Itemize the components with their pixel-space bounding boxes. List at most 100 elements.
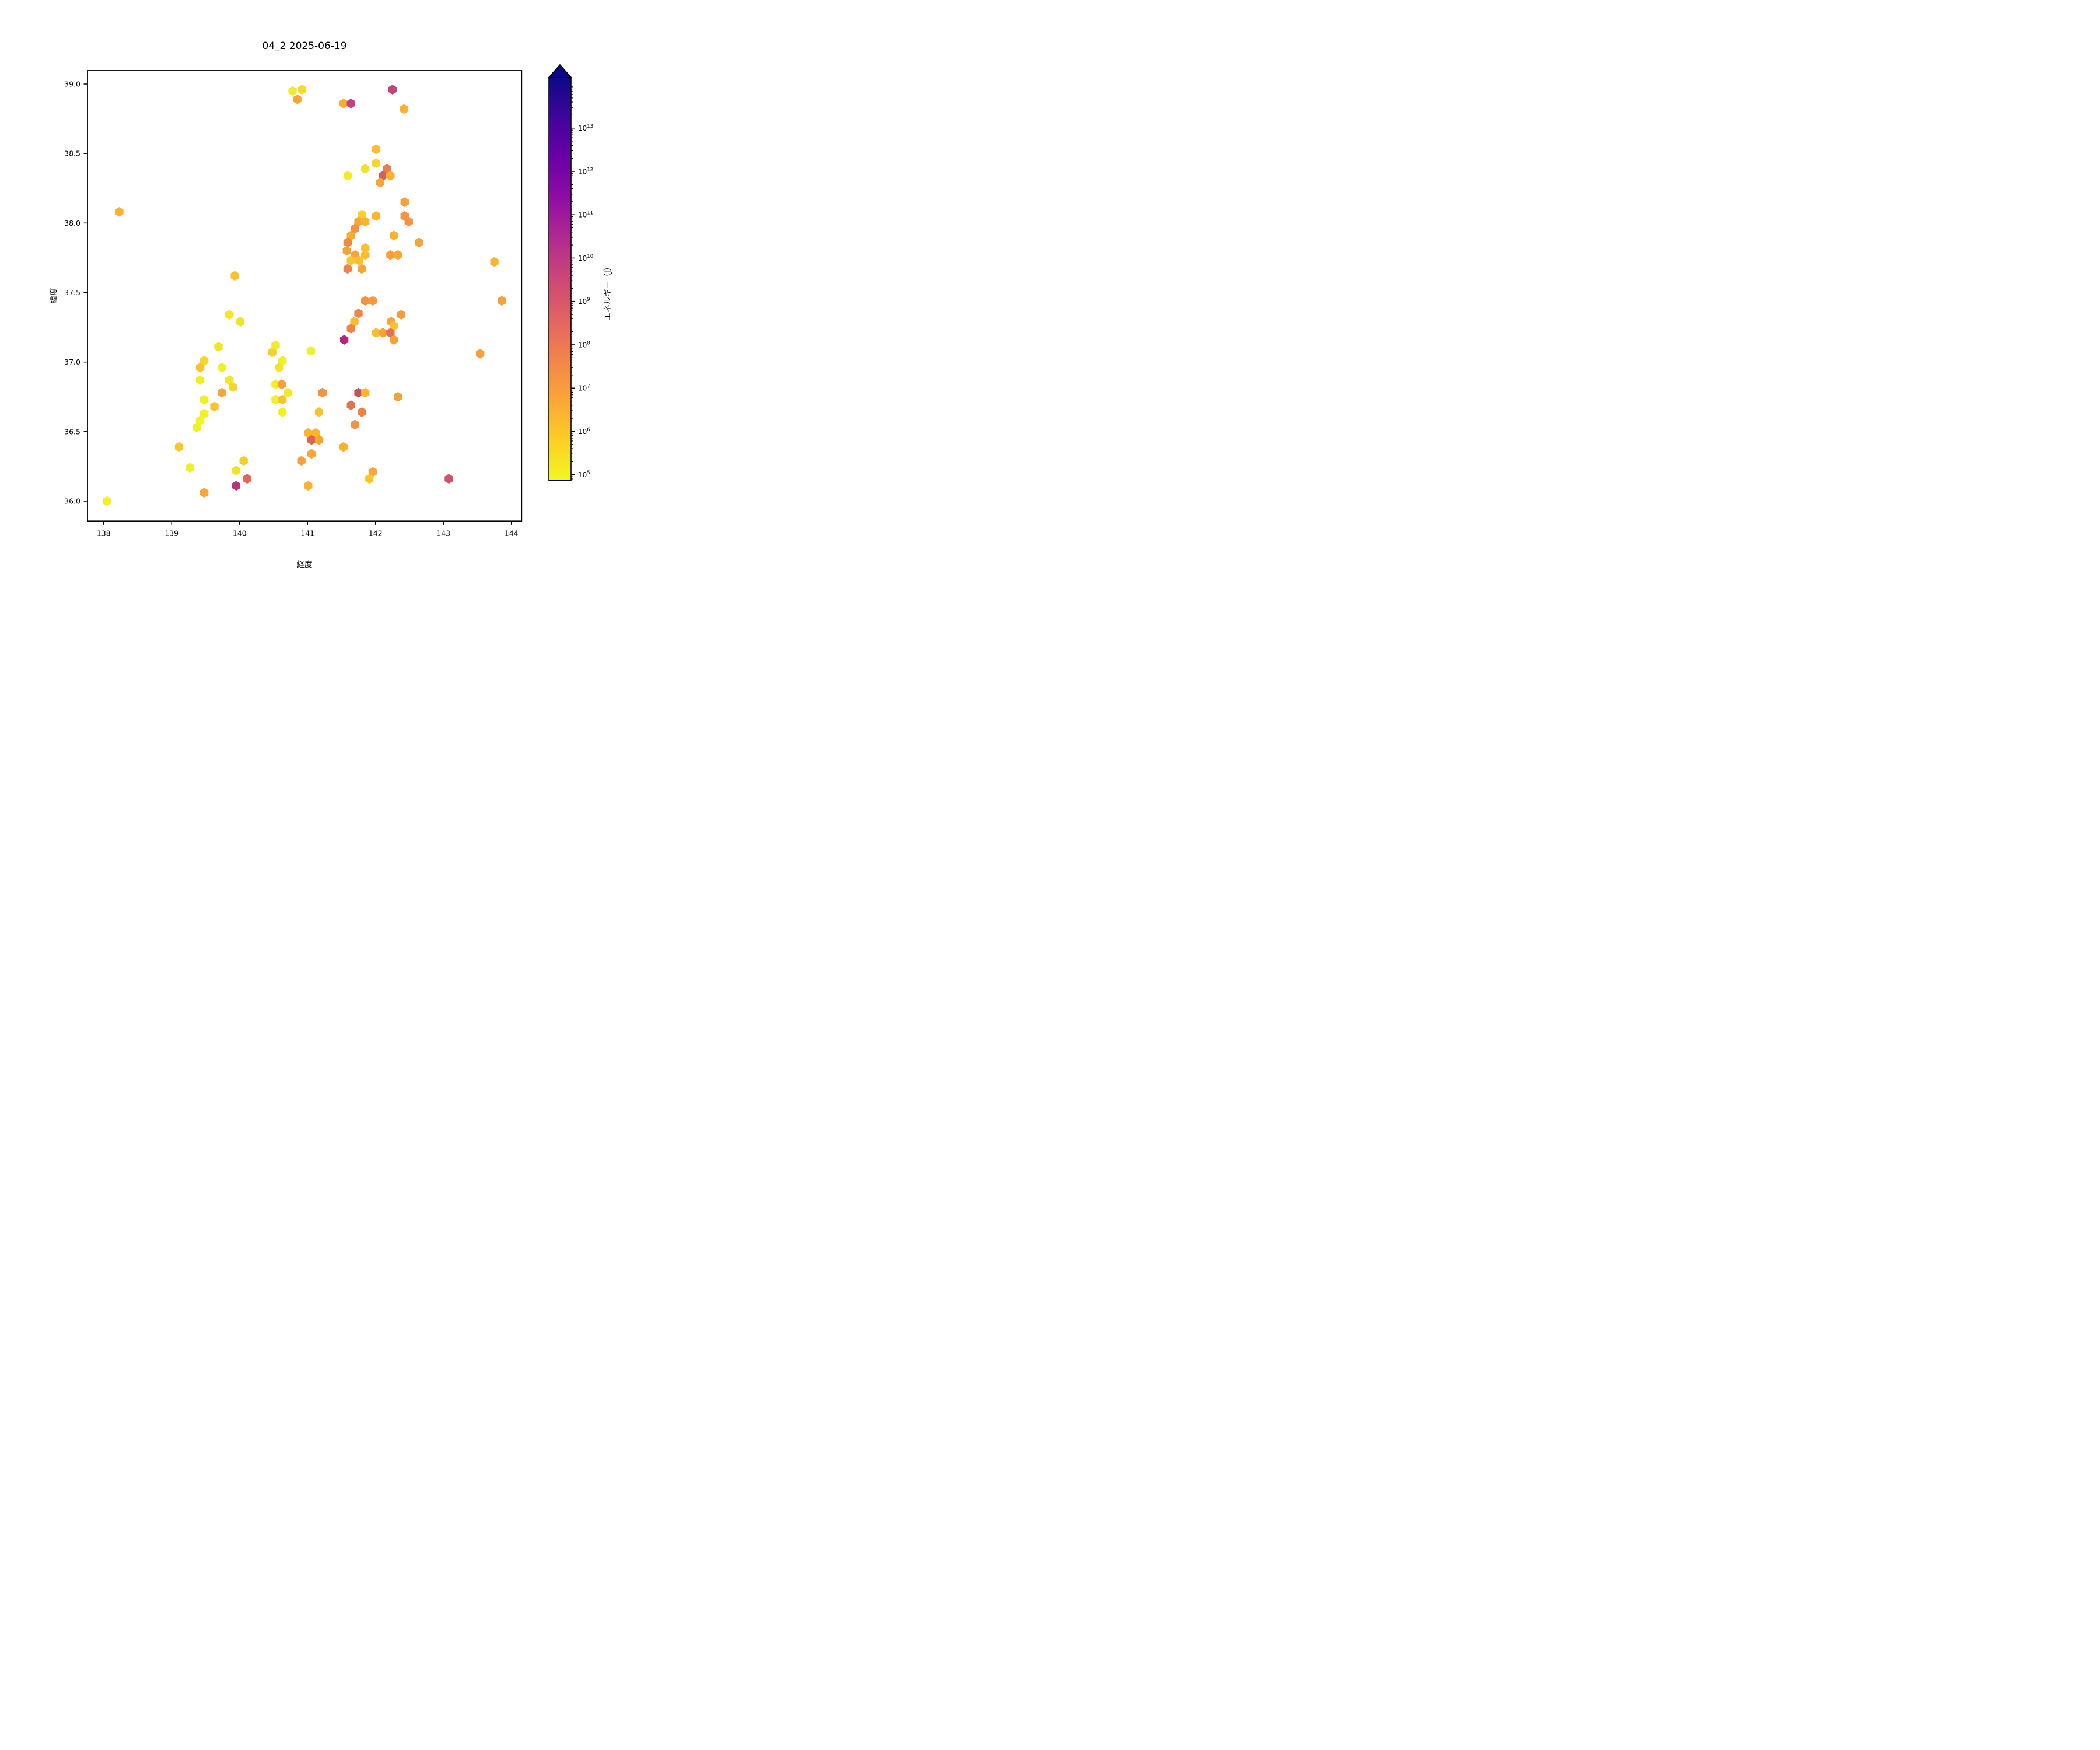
hexbin-marker	[372, 328, 381, 338]
hexbin-marker	[243, 474, 251, 484]
colorbar-gradient-bar	[548, 76, 572, 481]
hexbin-marker	[277, 379, 286, 390]
hexbin-marker	[174, 442, 184, 452]
x-axis-tick-label: 143	[436, 528, 450, 537]
colorbar-tick-label: 108	[578, 340, 590, 349]
hexbin-marker	[268, 347, 276, 358]
y-axis-label: 緯度	[50, 288, 59, 304]
hexbin-marker	[275, 362, 284, 373]
hexbin-marker	[293, 94, 302, 104]
plot-border	[87, 70, 523, 522]
hexbin-marker	[346, 99, 355, 108]
hexbin-marker	[354, 308, 363, 318]
hexbin-marker	[393, 250, 402, 260]
hexbin-marker	[284, 387, 292, 398]
figure-background	[0, 0, 700, 583]
hexbin-marker	[200, 394, 209, 405]
colorbar-label: エネルギー（J）	[603, 263, 612, 320]
x-axis-tick-label: 142	[369, 528, 383, 537]
hexbin-marker	[386, 250, 395, 260]
hexbin-marker	[383, 164, 391, 174]
hexbin-marker	[200, 355, 209, 366]
hexbin-marker	[297, 456, 306, 466]
hexbin-marker	[372, 158, 381, 169]
hexbin-marker	[475, 349, 485, 359]
hexbin-marker	[389, 321, 398, 331]
hexbin-marker	[358, 264, 366, 274]
hexbin-marker	[304, 481, 313, 491]
hexbin-point-layer	[103, 85, 506, 506]
y-axis-tick-label: 36.0	[64, 496, 80, 505]
colorbar-tick-label: 1010	[578, 254, 593, 262]
x-axis-tick-label: 140	[233, 528, 247, 537]
hexbin-marker	[214, 342, 223, 352]
hexbin-marker	[361, 164, 370, 174]
hexbin-marker	[358, 209, 366, 220]
hexbin-marker	[318, 387, 327, 398]
hexbin-marker	[103, 496, 111, 506]
hexbin-marker	[314, 435, 324, 445]
hexbin-marker	[379, 171, 387, 181]
hexbin-marker	[228, 382, 237, 392]
hexbin-marker	[361, 296, 370, 306]
hexbin-marker	[346, 256, 355, 265]
hexbin-marker	[351, 223, 359, 234]
hexbin-marker	[278, 394, 287, 405]
hexbin-marker	[400, 197, 409, 207]
hexbin-marker	[288, 86, 297, 96]
hexbin-marker	[306, 346, 316, 356]
x-axis-label: 経度	[297, 560, 313, 569]
hexbin-marker	[298, 85, 307, 94]
hexbin-marker	[368, 296, 377, 306]
hexbin-marker	[354, 387, 363, 398]
hexbin-marker	[210, 401, 219, 412]
hexbin-marker	[389, 230, 398, 241]
hexbin-marker	[339, 99, 348, 108]
hexbin-marker	[218, 362, 226, 373]
hexbin-marker	[376, 177, 385, 188]
hexbin-marker	[372, 144, 381, 155]
hexbin-marker	[351, 419, 359, 430]
colorbar-tick-label: 1012	[578, 167, 593, 176]
hexbin-marker	[389, 335, 398, 345]
x-axis-tick-label: 141	[300, 528, 314, 537]
hexbin-marker	[368, 467, 377, 477]
hexbin-marker	[304, 428, 313, 438]
hexbin-marker	[350, 317, 359, 327]
hexbin-marker	[115, 206, 124, 217]
colorbar-extend-arrow	[548, 64, 572, 78]
hexbin-marker	[393, 391, 402, 402]
hexbin-marker	[388, 85, 397, 94]
hexbin-marker	[278, 407, 287, 417]
hexbin-marker	[192, 422, 201, 432]
hexbin-marker	[397, 310, 406, 320]
hexbin-marker	[311, 428, 320, 438]
hexbin-marker	[400, 104, 408, 114]
hexbin-marker	[195, 375, 205, 385]
hexbin-marker	[236, 317, 245, 327]
colorbar: 1013 1012 1011 1010 109 108 107 106 105	[548, 64, 593, 481]
hexbin-marker	[365, 474, 374, 484]
hexbin-marker	[340, 335, 349, 345]
figure: 138 139 140 141 142 143 144 39.0 38.5 38.0 37.5 37.…	[0, 0, 700, 583]
x-axis-tick-label: 139	[164, 528, 178, 537]
y-axis-tick-label: 37.0	[64, 358, 80, 366]
hexbin-marker	[195, 415, 205, 426]
hexbin-marker	[386, 328, 395, 338]
hexbin-marker	[354, 216, 363, 227]
hexbin-marker	[342, 246, 351, 256]
hexbin-marker	[490, 257, 499, 267]
hexbin-marker	[218, 387, 226, 398]
hexbin-marker	[346, 324, 355, 334]
hexbin-marker	[339, 442, 348, 452]
colorbar-tick-label: 1011	[578, 211, 593, 219]
hexbin-marker	[271, 394, 280, 405]
hexbin-marker	[343, 171, 352, 181]
hexbin-marker	[404, 216, 413, 227]
hexbin-marker	[200, 408, 209, 419]
hexbin-marker	[225, 310, 234, 320]
hexbin-marker	[307, 449, 316, 459]
hexbin-marker	[361, 216, 370, 227]
y-axis-tick-label: 38.5	[64, 149, 80, 158]
hexbin-marker	[232, 466, 241, 475]
